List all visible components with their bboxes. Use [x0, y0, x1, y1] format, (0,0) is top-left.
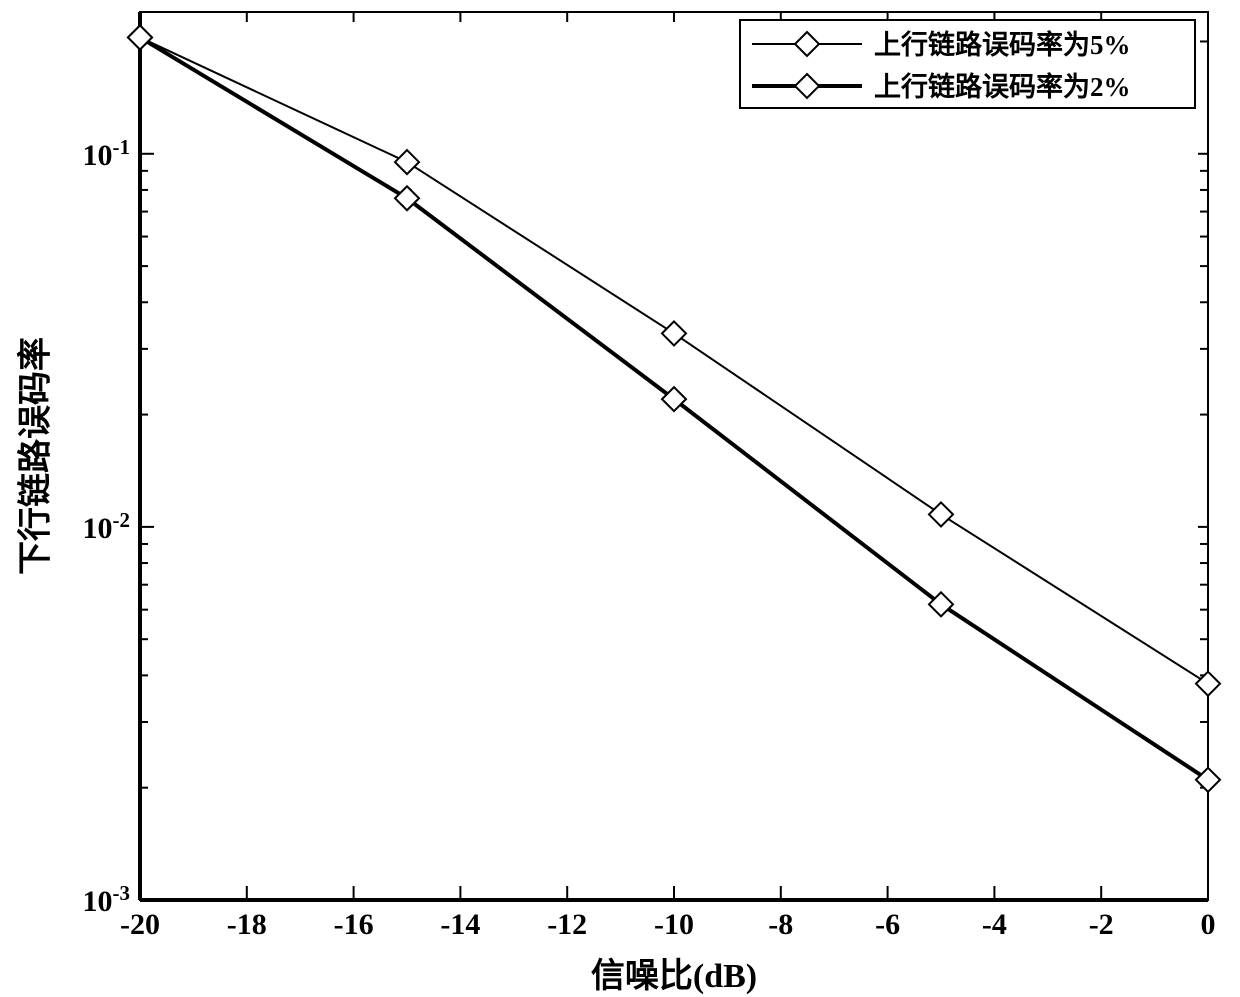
y-tick-label: 10-3: [83, 881, 131, 919]
x-tick-label: -18: [227, 908, 267, 942]
x-tick-label: -2: [1089, 908, 1114, 942]
y-tick-label: 10-2: [83, 508, 131, 546]
legend: 上行链路误码率为5% 上行链路误码率为2%: [740, 20, 1195, 108]
x-tick-label: -4: [982, 908, 1007, 942]
series-marker-0: [395, 150, 419, 174]
x-tick-label: -6: [875, 908, 900, 942]
plot-border: [140, 12, 1208, 900]
series-marker-1: [1196, 768, 1220, 792]
chart-container: 上行链路误码率为5%上行链路误码率为2% 下行链路误码率 信噪比(dB) -20…: [0, 0, 1240, 991]
series-marker-0: [662, 321, 686, 345]
series-marker-0: [929, 502, 953, 526]
x-tick-label: -14: [440, 908, 480, 942]
x-tick-label: -8: [768, 908, 793, 942]
x-tick-label: -12: [547, 908, 587, 942]
y-axis-title: 下行链路误码率: [8, 337, 57, 575]
series-marker-1: [128, 25, 152, 49]
series-marker-0: [1196, 672, 1220, 696]
chart-svg: 上行链路误码率为5% 上行链路误码率为2%: [0, 0, 1240, 991]
x-tick-label: -10: [654, 908, 694, 942]
legend-label: 上行链路误码率为2%: [874, 71, 1131, 102]
x-axis-title: 信噪比(dB): [591, 948, 757, 997]
x-tick-label: 0: [1201, 908, 1216, 942]
legend-label: 上行链路误码率为5%: [874, 29, 1131, 60]
x-tick-label: -16: [334, 908, 374, 942]
y-tick-label: 10-1: [83, 135, 131, 173]
